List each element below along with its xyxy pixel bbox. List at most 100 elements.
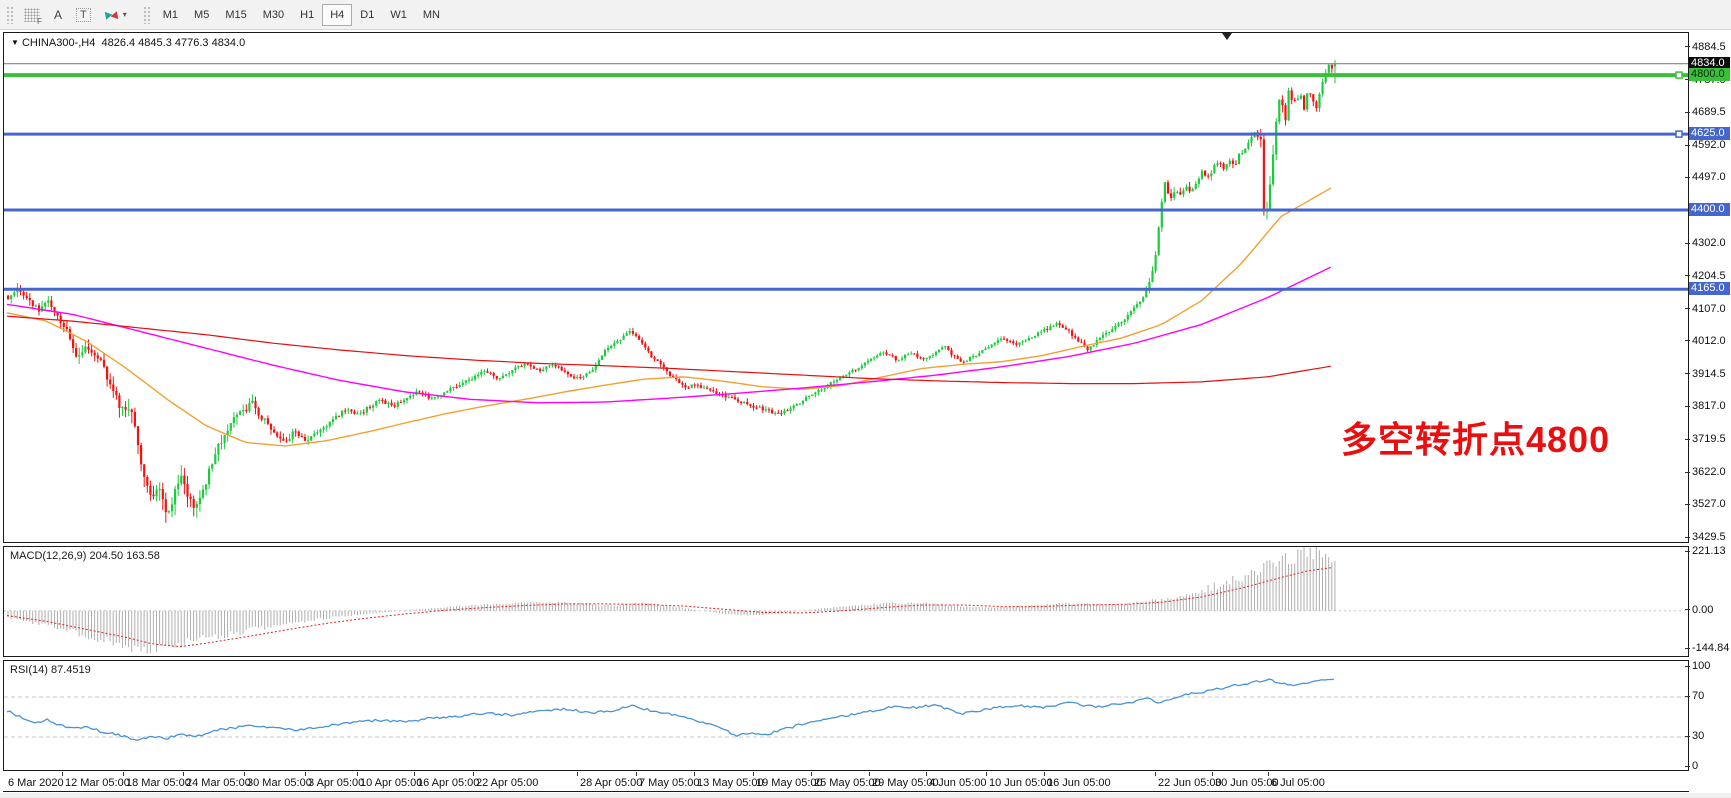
price-tick-mark	[1685, 405, 1690, 407]
rsi-tick-mark	[1685, 735, 1690, 737]
text-box-icon: T	[76, 7, 91, 22]
rsi-panel[interactable]: RSI(14) 87.4519	[3, 660, 1689, 771]
macd-tick-mark	[1685, 609, 1690, 611]
price-tick-mark	[1685, 176, 1690, 178]
price-tick-mark	[1685, 275, 1690, 277]
price-line-label: 4400.0	[1689, 202, 1730, 216]
time-tick-label: 10 Jun 05:00	[989, 777, 1053, 789]
time-tick-label: 29 May 05:00	[872, 777, 939, 789]
time-tick-label: 13 May 05:00	[697, 777, 764, 789]
time-tick-mark	[577, 772, 578, 776]
timeframe-button-m5[interactable]: M5	[186, 4, 217, 26]
timeframe-button-d1[interactable]: D1	[352, 4, 382, 26]
time-tick-label: 6 Jul 05:00	[1271, 777, 1325, 789]
rsi-tick-mark	[1685, 695, 1690, 697]
ma-orange-line	[6, 187, 1332, 447]
time-tick-label: 30 Mar 05:00	[247, 777, 312, 789]
timeframe-button-m30[interactable]: M30	[255, 4, 292, 26]
price-tick-label: 4107.0	[1692, 302, 1726, 315]
timeframe-button-h1[interactable]: H1	[292, 4, 322, 26]
toolbar-grip[interactable]	[6, 5, 14, 24]
chart-symbol: CHINA300-,H4	[21, 37, 96, 49]
price-line-label: 4625.0	[1689, 127, 1730, 141]
candlestick-canvas[interactable]	[4, 33, 1688, 542]
macd-panel[interactable]: MACD(12,26,9) 204.50 163.58	[3, 546, 1689, 657]
rsi-tick-mark	[1685, 765, 1690, 767]
time-tick-label: 24 Mar 05:00	[186, 777, 251, 789]
macd-histogram	[7, 547, 1336, 654]
price-tick-mark	[1685, 144, 1690, 146]
time-tick-label: 3 Apr 05:00	[308, 777, 365, 789]
rsi-canvas[interactable]	[4, 661, 1688, 770]
line-handle[interactable]	[1675, 71, 1683, 79]
timeframe-button-m1[interactable]: M1	[155, 4, 186, 26]
rsi-tick-label: 0	[1692, 760, 1699, 772]
time-tick-label: 10 Apr 05:00	[360, 777, 423, 789]
macd-canvas[interactable]	[4, 547, 1688, 656]
time-tick-label: 19 May 05:00	[756, 777, 823, 789]
price-tick-mark	[1685, 111, 1690, 113]
time-tick-label: 25 May 05:00	[814, 777, 881, 789]
time-tick-mark	[811, 772, 812, 776]
arrow-objects-button[interactable]: ▾	[97, 4, 133, 26]
time-tick-mark	[1155, 772, 1156, 776]
timeframe-button-h4[interactable]: H4	[322, 3, 353, 26]
time-tick-label: 4 Jun 05:00	[929, 777, 987, 789]
time-tick-mark	[123, 772, 124, 776]
timeframe-button-group: M1 M5 M15 M30 H1 H4 D1 W1 MN	[155, 3, 448, 26]
time-tick-label: 22 Jun 05:00	[1158, 777, 1222, 789]
time-tick-mark	[1268, 772, 1269, 776]
toolbar-grip[interactable]	[142, 5, 151, 24]
dotted-grid-icon: F	[24, 7, 42, 26]
rsi-tick-label: 30	[1692, 730, 1705, 742]
price-tick-label: 3622.0	[1692, 466, 1726, 479]
time-tick-mark	[244, 772, 245, 776]
price-tick-mark	[1685, 471, 1690, 473]
time-tick-mark	[753, 772, 754, 776]
annotation-grid-button[interactable]: F	[18, 4, 46, 26]
price-line-label: 4165.0	[1689, 282, 1730, 296]
timeframe-button-w1[interactable]: W1	[382, 4, 415, 26]
rsi-tick-label: 70	[1692, 690, 1705, 702]
price-tick-label: 3527.0	[1692, 498, 1726, 511]
price-tick-label: 3429.5	[1692, 531, 1726, 544]
price-tick-mark	[1685, 79, 1690, 81]
arrow-up-icon	[101, 9, 113, 20]
rsi-line	[6, 678, 1334, 741]
time-tick-label: 16 Jun 05:00	[1047, 777, 1111, 789]
main-chart-panel[interactable]: ▼ CHINA300-,H4 4826.4 4845.3 4776.3 4834…	[3, 32, 1689, 543]
chart-title: ▼ CHINA300-,H4 4826.4 4845.3 4776.3 4834…	[11, 37, 245, 49]
chart-quote: 4826.4 4845.3 4776.3 4834.0	[101, 37, 246, 49]
timeframe-button-m15[interactable]: M15	[217, 4, 254, 26]
price-tick-label: 4497.0	[1692, 171, 1726, 184]
time-tick-label: 16 Apr 05:00	[417, 777, 480, 789]
time-tick-mark	[636, 772, 637, 776]
time-tick-mark	[183, 772, 184, 776]
time-tick-mark	[1044, 772, 1045, 776]
price-tick-mark	[1685, 46, 1690, 48]
price-tick-mark	[1685, 340, 1690, 342]
time-tick-label: 18 Mar 05:00	[126, 777, 191, 789]
symbol-dropdown-icon[interactable]: ▼	[11, 38, 19, 47]
chart-shift-marker-icon[interactable]	[1222, 33, 1232, 40]
price-tick-label: 4204.5	[1692, 269, 1726, 282]
line-handle[interactable]	[1675, 130, 1683, 138]
time-tick-mark	[473, 772, 474, 776]
price-line-label: 4800.0	[1689, 68, 1730, 82]
text-label-tool-button[interactable]: A	[46, 4, 70, 26]
price-axis[interactable]: 4884.54787.04689.54592.04497.04302.04204…	[1685, 32, 1731, 772]
time-axis[interactable]: 6 Mar 2020 12 Mar 05:00 18 Mar 05:00 24 Mar…	[3, 772, 1689, 792]
price-tick-mark	[1685, 536, 1690, 538]
price-annotation-text[interactable]: 多空转折点4800	[1341, 419, 1611, 460]
price-tick-mark	[1685, 242, 1690, 244]
text-tool-button[interactable]: T	[70, 4, 97, 26]
price-tick-mark	[1685, 503, 1690, 505]
time-tick-mark	[305, 772, 306, 776]
price-tick-label: 3817.0	[1692, 400, 1726, 413]
timeframe-button-mn[interactable]: MN	[415, 4, 448, 26]
time-tick-mark	[869, 772, 870, 776]
price-tick-mark	[1685, 373, 1690, 375]
time-tick-label: 12 Mar 05:00	[65, 777, 130, 789]
time-tick-label: 6 Mar 2020	[8, 777, 64, 789]
